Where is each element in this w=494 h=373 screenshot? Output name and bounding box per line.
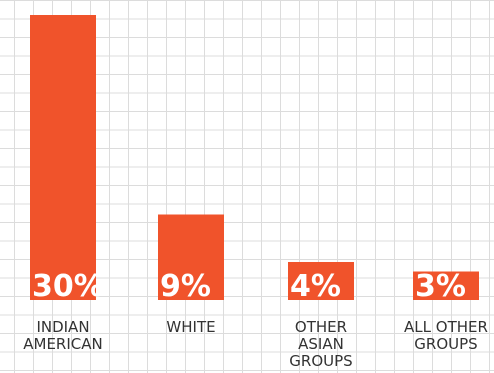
bar (30, 15, 96, 300)
value-label: 3% (415, 269, 466, 304)
value-label: 30% (32, 269, 104, 304)
x-tick-label: WHITE (166, 318, 216, 336)
x-tick-label: OTHER ASIAN GROUPS (289, 318, 353, 370)
x-tick-label: ALL OTHER GROUPS (404, 318, 488, 353)
value-label: 9% (160, 269, 211, 304)
bar (288, 262, 354, 300)
bar (413, 271, 479, 300)
bar (158, 214, 224, 300)
x-tick-label: INDIAN AMERICAN (23, 318, 103, 353)
value-label: 4% (290, 269, 341, 304)
